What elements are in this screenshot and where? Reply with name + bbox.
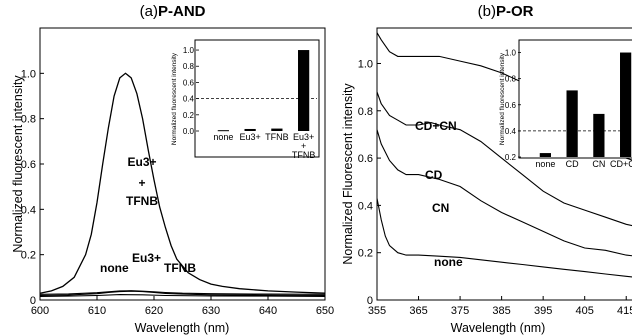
inset-category-label: CN: [592, 159, 605, 169]
panel-a-title: P-AND: [158, 3, 206, 20]
x-tick-label: 650: [316, 305, 334, 317]
inset-bar: [566, 90, 578, 157]
inset-category-label: none: [213, 132, 233, 142]
panel-a-lines: [39, 72, 326, 297]
x-tick-label: 365: [409, 305, 427, 317]
y-tick-label: 0.4: [358, 200, 373, 212]
x-tick-label: 355: [368, 305, 386, 317]
x-tick-label: 375: [451, 305, 469, 317]
inset-bar: [620, 52, 632, 157]
inset-category-label: none: [535, 159, 555, 169]
inset-category-label: Eu3+: [293, 132, 314, 142]
y-tick-label: 0.2: [358, 248, 373, 260]
x-tick-label: 405: [576, 305, 594, 317]
annotation-eu-tfnb-1: Eu3+: [127, 155, 156, 169]
annotation-cd-cn: CD+CN: [415, 119, 457, 133]
inset-bar: [217, 130, 229, 132]
panel-b-ylabel: Normalized Fluorescent intensity: [341, 83, 355, 265]
x-tick-label: 600: [31, 305, 49, 317]
series-line-eu3-tfnb: [39, 72, 326, 294]
inset-y-tick-label: 0.4: [183, 95, 195, 104]
y-tick-label: 0: [30, 295, 36, 307]
annotation-cd: CD: [425, 168, 443, 182]
x-tick-label: 630: [202, 305, 220, 317]
panel-b-inset: 0.2 0.4 0.6 0.8 1.0 none CD CN CD+CN Normalized …: [499, 39, 632, 169]
y-tick-label: 0.6: [21, 159, 36, 171]
panel-b: (b) P-OR 355 365 375 385 395 405 415 0 0.2 0.4 0.6…: [341, 3, 632, 335]
annotation-cn: CN: [432, 201, 449, 215]
inset-category-label: Eu3+: [239, 132, 260, 142]
panel-b-inset-marks: 0.2 0.4 0.6 0.8 1.0 none CD CN CD+CN: [505, 49, 632, 169]
panel-b-ticks: 355 365 375 385 395 405 415 0 0.2 0.4 0.6 0.8 1.0: [358, 58, 632, 317]
series-line-cd: [376, 91, 632, 227]
inset-y-tick-label: 0.6: [505, 101, 517, 110]
panel-a-xlabel: Wavelength (nm): [135, 321, 230, 335]
annotation-none-b: none: [434, 255, 463, 269]
panel-b-lines: [376, 32, 632, 278]
inset-y-tick-label: 0.8: [505, 75, 517, 84]
series-line-cn: [376, 129, 632, 257]
x-tick-label: 385: [492, 305, 510, 317]
x-tick-label: 395: [534, 305, 552, 317]
annotation-eu-tfnb-3: TFNB: [126, 194, 158, 208]
panel-b-plot-frame: [376, 27, 632, 301]
inset-bar: [539, 153, 551, 157]
inset-bar: [271, 128, 283, 131]
panel-b-title: P-OR: [496, 3, 534, 20]
series-line-tfnb: [39, 290, 326, 297]
inset-y-tick-label: 1.0: [505, 49, 517, 58]
y-tick-label: 0.4: [21, 204, 36, 216]
panel-a: (a) P-AND 600 610 620 630 640 650 0 0.2 0.4 0.6 0.…: [11, 3, 334, 335]
y-tick-label: 0.6: [358, 153, 373, 165]
series-line-none: [376, 198, 632, 278]
y-tick-label: 1.0: [21, 68, 36, 80]
panel-b-xlabel: Wavelength (nm): [451, 321, 546, 335]
inset-y-tick-label: 0.0: [183, 127, 195, 136]
panel-a-ticks: 600 610 620 630 640 650 0 0.2 0.4 0.6 0.8 1.0: [21, 68, 334, 317]
inset-y-tick-label: 1.0: [183, 46, 195, 55]
x-tick-label: 415: [617, 305, 632, 317]
panel-a-title-prefix: (a): [140, 3, 158, 20]
panel-b-title-prefix: (b): [478, 3, 496, 20]
inset-y-tick-label: 0.6: [183, 78, 195, 87]
y-tick-label: 0: [367, 295, 373, 307]
annotation-eu-tfnb-2: +: [138, 176, 145, 190]
inset-category-label: TFNB: [265, 132, 289, 142]
x-tick-label: 620: [145, 305, 163, 317]
annotation-tfnb: TFNB: [164, 261, 196, 275]
inset-bar: [244, 128, 256, 131]
y-tick-label: 1.0: [358, 58, 373, 70]
panel-b-inset-ylabel: Normalized fluorescent intensity: [499, 52, 506, 145]
panel-a-ylabel: Normalized fluorescent intensity: [11, 75, 25, 253]
x-tick-label: 610: [88, 305, 106, 317]
inset-bar: [298, 50, 310, 131]
inset-category-label: CD: [566, 159, 579, 169]
inset-bar: [593, 113, 605, 157]
panel-a-inset-ylabel: Normalized fluorescent intensity: [171, 52, 178, 145]
inset-y-tick-label: 0.2: [183, 111, 195, 120]
inset-category-label: CD+CN: [610, 159, 632, 169]
x-tick-label: 640: [259, 305, 277, 317]
inset-y-tick-label: 0.2: [505, 153, 517, 162]
series-line-none: [39, 294, 326, 297]
y-tick-label: 0.8: [21, 114, 36, 126]
annotation-none-a: none: [100, 261, 129, 275]
inset-category-label: +: [301, 141, 306, 151]
y-tick-label: 0.2: [21, 250, 36, 262]
inset-y-tick-label: 0.4: [505, 127, 517, 136]
inset-category-label: TFNB: [292, 150, 316, 160]
annotation-eu: Eu3+: [132, 251, 161, 265]
inset-y-tick-label: 0.8: [183, 62, 195, 71]
y-tick-label: 0.8: [358, 106, 373, 118]
